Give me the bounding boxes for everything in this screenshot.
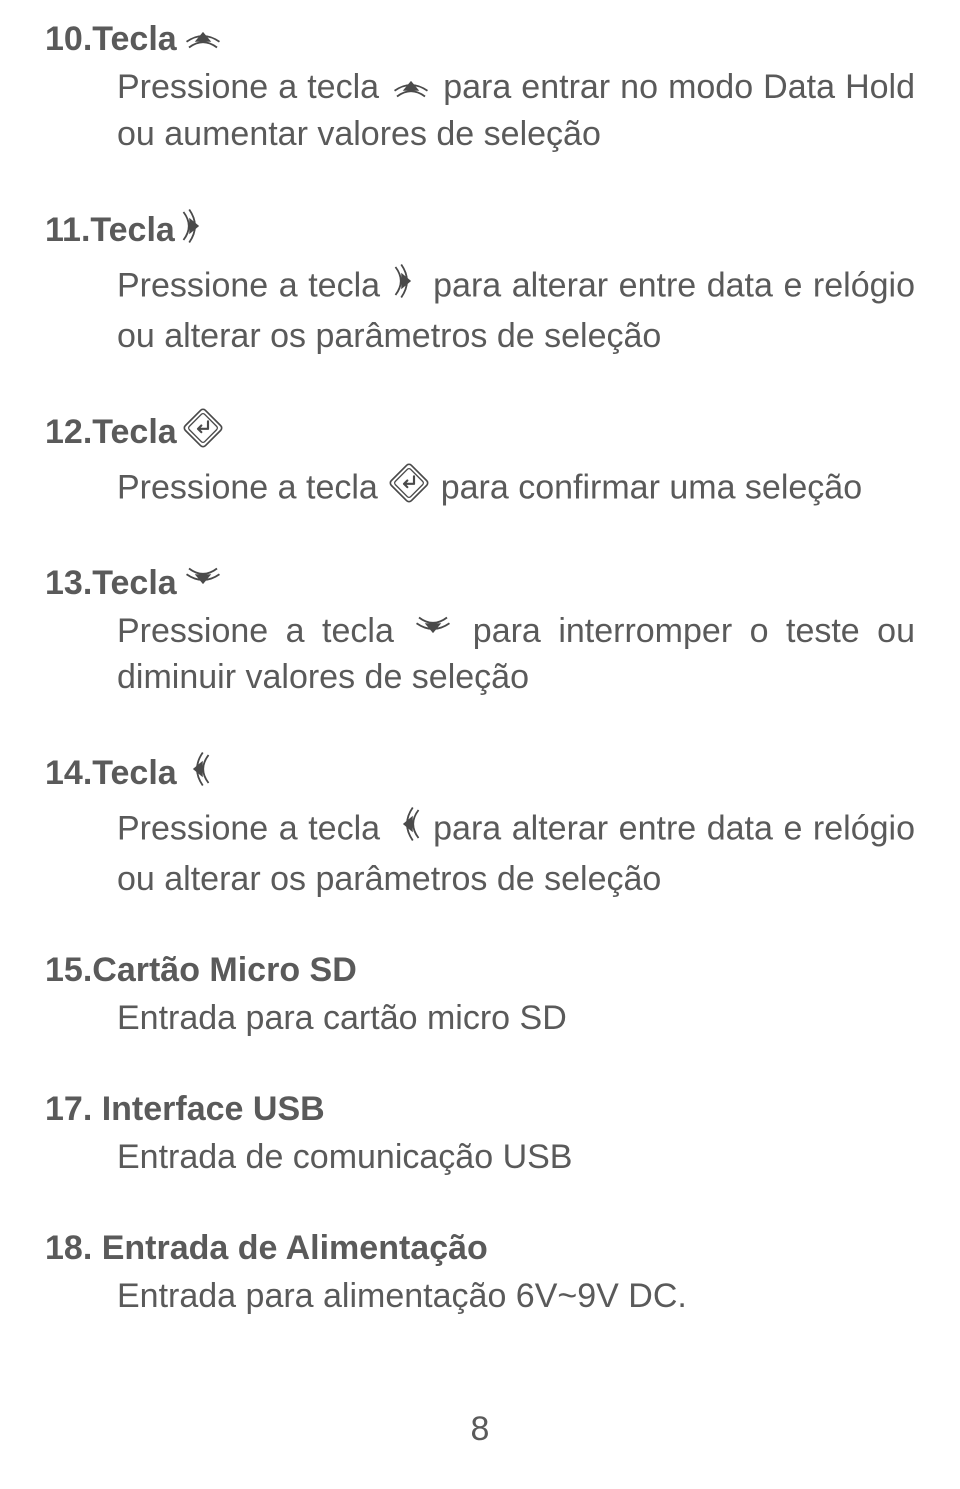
right-icon (393, 261, 421, 301)
document-page: 10.Tecla Pressione a tecla para entrar n… (0, 0, 960, 1489)
section-heading: 17. Interface USB (45, 1090, 915, 1129)
section-heading: 11.Tecla (45, 206, 915, 255)
down-icon (183, 566, 223, 594)
down-icon (413, 615, 453, 643)
enter-icon (183, 408, 223, 457)
section: 18. Entrada de Alimentação Entrada para a… (45, 1229, 915, 1320)
section: 13.Tecla Pressione a tecla para interrom… (45, 564, 915, 702)
sections-container: 10.Tecla Pressione a tecla para entrar n… (45, 20, 915, 1320)
section: 14.Tecla Pressione a tecla para alterar … (45, 749, 915, 903)
section-body: Entrada para cartão micro SD (117, 996, 915, 1042)
section-body: Pressione a tecla para interromper o tes… (117, 609, 915, 702)
section-heading: 18. Entrada de Alimentação (45, 1229, 915, 1268)
down-icon (183, 564, 223, 603)
up-icon (391, 71, 431, 99)
section: 17. Interface USB Entrada de comunicação … (45, 1090, 915, 1181)
heading-text: 17. Interface USB (45, 1090, 325, 1129)
heading-text: 18. Entrada de Alimentação (45, 1229, 488, 1268)
heading-text: 12.Tecla (45, 413, 177, 452)
section-heading: 14.Tecla (45, 749, 915, 798)
section-heading: 10.Tecla (45, 20, 915, 59)
section: 12.Tecla Pressione a tecla para confirma… (45, 408, 915, 516)
enter-icon (389, 463, 429, 503)
section-body: Pressione a tecla para alterar entre dat… (117, 261, 915, 360)
section-body: Entrada para alimentação 6V~9V DC. (117, 1274, 915, 1320)
up-icon (183, 22, 223, 50)
section: 10.Tecla Pressione a tecla para entrar n… (45, 20, 915, 158)
left-icon (183, 749, 211, 789)
right-icon (181, 206, 209, 246)
left-icon (393, 804, 421, 844)
right-icon (181, 206, 209, 255)
section: 15.Cartão Micro SD Entrada para cartão mi… (45, 951, 915, 1042)
heading-text: 14.Tecla (45, 754, 177, 793)
section-body: Entrada de comunicação USB (117, 1135, 915, 1181)
heading-text: 10.Tecla (45, 20, 177, 59)
section: 11.Tecla Pressione a tecla para alterar … (45, 206, 915, 360)
section-heading: 12.Tecla (45, 408, 915, 457)
left-icon (183, 749, 211, 798)
heading-text: 13.Tecla (45, 564, 177, 603)
section-body: Pressione a tecla para confirmar uma sel… (117, 463, 915, 516)
page-number: 8 (45, 1410, 915, 1449)
section-body: Pressione a tecla para alterar entre dat… (117, 804, 915, 903)
section-heading: 15.Cartão Micro SD (45, 951, 915, 990)
section-heading: 13.Tecla (45, 564, 915, 603)
enter-icon (183, 408, 223, 448)
up-icon (183, 20, 223, 59)
heading-text: 11.Tecla (45, 211, 175, 250)
section-body: Pressione a tecla para entrar no modo Da… (117, 65, 915, 158)
heading-text: 15.Cartão Micro SD (45, 951, 357, 990)
